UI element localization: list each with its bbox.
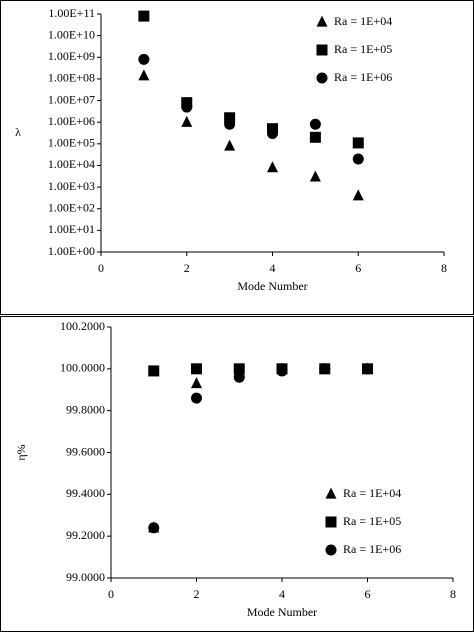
marker-circle [352, 153, 364, 165]
marker-triangle [309, 170, 321, 182]
x-tick-label: 6 [355, 261, 361, 275]
marker-circle [138, 53, 150, 65]
marker-square [191, 363, 202, 375]
y-tick-label: 1.00E+00 [48, 244, 95, 258]
marker-circle [267, 127, 278, 139]
y-tick-label: 1.00E+05 [48, 136, 95, 150]
legend-label: Ra = 1E+06 [334, 70, 392, 84]
y-tick-label: 1.00E+01 [48, 222, 95, 236]
marker-circle [181, 101, 193, 113]
marker-square [233, 363, 245, 375]
marker-circle [325, 544, 337, 556]
marker-square [224, 112, 236, 124]
y-tick-label: 99.8000 [66, 402, 105, 416]
y-tick-label: 1.00E+10 [48, 27, 95, 41]
x-tick-label: 8 [441, 261, 447, 275]
y-tick-label: 1.00E+02 [48, 200, 95, 214]
marker-circle [148, 522, 160, 534]
x-tick-label: 2 [184, 261, 190, 275]
marker-circle [224, 118, 236, 130]
legend-label: Ra = 1E+05 [343, 514, 401, 528]
y-tick-label: 99.2000 [66, 528, 105, 542]
x-tick-label: 0 [98, 261, 104, 275]
x-tick-label: 4 [270, 261, 276, 275]
marker-circle [319, 363, 331, 375]
x-axis-label: Mode Number [237, 279, 307, 293]
y-axis-label: λ [15, 125, 21, 139]
legend-label: Ra = 1E+04 [343, 486, 401, 500]
legend-label: Ra = 1E+05 [334, 42, 392, 56]
y-tick-label: 100.2000 [60, 319, 105, 333]
marker-triangle [325, 487, 337, 499]
marker-circle [233, 371, 245, 383]
marker-square [148, 365, 160, 377]
marker-triangle [316, 15, 328, 27]
marker-circle [362, 363, 373, 375]
marker-triangle [191, 377, 202, 389]
marker-circle [316, 72, 328, 84]
marker-circle [191, 392, 202, 404]
y-tick-label: 1.00E+03 [48, 179, 95, 193]
marker-triangle [181, 115, 193, 127]
y-tick-label: 1.00E+04 [48, 157, 95, 171]
marker-triangle [352, 189, 364, 201]
y-axis-label: η% [14, 444, 28, 460]
y-tick-label: 99.4000 [66, 486, 105, 500]
y-tick-label: 1.00E+09 [48, 49, 95, 63]
marker-triangle [267, 161, 278, 173]
y-tick-label: 99.0000 [66, 570, 105, 584]
y-tick-label: 1.00E+06 [48, 114, 95, 128]
y-tick-label: 100.0000 [60, 361, 105, 375]
marker-triangle [224, 139, 236, 151]
marker-triangle [138, 69, 150, 81]
x-tick-label: 6 [365, 587, 371, 601]
x-tick-label: 0 [108, 587, 114, 601]
marker-circle [276, 365, 288, 377]
marker-square [325, 516, 337, 528]
x-tick-label: 8 [450, 587, 456, 601]
y-tick-label: 1.00E+11 [48, 6, 95, 20]
y-tick-label: 1.00E+08 [48, 71, 95, 85]
legend-label: Ra = 1E+04 [334, 14, 392, 28]
y-tick-label: 99.6000 [66, 444, 105, 458]
marker-circle [309, 118, 321, 130]
marker-square [352, 137, 364, 149]
y-tick-label: 1.00E+07 [48, 92, 95, 106]
x-axis-label: Mode Number [247, 605, 317, 619]
marker-square [309, 131, 321, 143]
legend-label: Ra = 1E+06 [343, 542, 401, 556]
x-tick-label: 4 [279, 587, 285, 601]
marker-square [316, 44, 328, 56]
x-tick-label: 2 [194, 587, 200, 601]
marker-square [138, 10, 150, 22]
